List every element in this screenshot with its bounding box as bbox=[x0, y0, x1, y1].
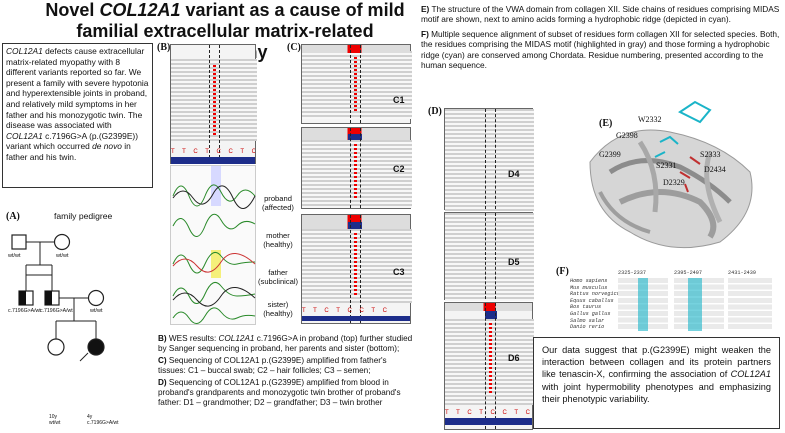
species-7: Danio rerio bbox=[570, 324, 605, 331]
sanger-label-proband: proband (affected) bbox=[262, 194, 294, 212]
c1-label: C1 bbox=[393, 95, 405, 105]
pedigree-mother-genotype: wt/wt bbox=[90, 308, 103, 314]
intro-text-2: c.7196G>A (p.(G2399E)) variant which occ… bbox=[6, 130, 138, 152]
twin-half-fill bbox=[19, 291, 26, 305]
label-s2331: S2331 bbox=[656, 161, 677, 170]
alignment-block-1 bbox=[618, 278, 668, 331]
captions-ef: E) The structure of the VWA domain from … bbox=[421, 4, 781, 70]
caption-c: C) Sequencing of COL12A1 p.(G2399E) ampl… bbox=[158, 355, 387, 376]
title-prefix: Novel bbox=[45, 0, 100, 20]
panel-label-d: (D) bbox=[428, 106, 442, 117]
mother-symbol bbox=[87, 289, 105, 307]
label-w2332: W2332 bbox=[638, 115, 662, 124]
species-4: Bos taurus bbox=[570, 304, 602, 311]
conclusion-gene: COL12A1 bbox=[730, 369, 771, 380]
sister-symbol bbox=[47, 338, 65, 356]
label-g2398: G2398 bbox=[616, 131, 638, 140]
d5-panel: D5 bbox=[444, 212, 534, 301]
pedigree-father-genotype: c.7196G>A/wt bbox=[40, 308, 73, 314]
species-3: Equus caballus bbox=[570, 297, 614, 304]
grandfather-symbol bbox=[11, 234, 27, 250]
d-gene-strip bbox=[445, 418, 532, 425]
intro-text-3: in father and his twin. bbox=[6, 141, 131, 162]
species-0: Homo sapiens bbox=[570, 278, 608, 284]
c-base-strip: T T C T C C T C bbox=[302, 308, 390, 314]
wes-base-strip: T T C T C C T C bbox=[171, 149, 255, 155]
pedigree-diagram bbox=[11, 233, 105, 362]
c2-label: C2 bbox=[393, 164, 405, 174]
sanger-label-mother: mother (healthy) bbox=[263, 231, 293, 249]
panel-label-c: (C) bbox=[287, 42, 301, 53]
intro-denovo: de novo bbox=[92, 141, 122, 152]
d-base-strip: T T C T C C T C bbox=[445, 410, 532, 416]
c3-panel: C3 T T C T C C T C bbox=[301, 214, 412, 324]
caption-d: D) Sequencing of COL12A1 p.(G2399E) ampl… bbox=[158, 377, 401, 408]
species-5: Gallus gallus bbox=[570, 310, 611, 317]
species-1: Mus musculus bbox=[570, 284, 608, 291]
intro-box: COL12A1 defects cause extracellular matr… bbox=[2, 43, 153, 188]
captions-bcd: B) WES results: COL12A1 c.7196G>A in pro… bbox=[158, 334, 415, 409]
alignment-species-list: Homo sapiens Mus musculus Rattus norvegi… bbox=[570, 278, 623, 331]
d6-panel: D6 T T C T C C T C bbox=[444, 302, 534, 430]
caption-b: B) WES results: COL12A1 c.7196G>A in pro… bbox=[158, 334, 413, 354]
title-suffix: variant as a cause of mild bbox=[180, 0, 405, 20]
sanger-label-sister: sister) (healthy) bbox=[263, 300, 293, 318]
pedigree-gp2-genotype: wt/wt bbox=[56, 253, 69, 259]
species-2: Rattus norvegicus bbox=[570, 291, 623, 298]
label-g2399: G2399 bbox=[599, 150, 621, 159]
sanger-label-father: father (subclinical) bbox=[258, 268, 299, 286]
pedigree-heading: family pedigree bbox=[54, 211, 113, 221]
alignment-header-2: 2395-2407 bbox=[674, 270, 703, 276]
vwa-structure-image bbox=[589, 100, 753, 249]
wes-gene-strip bbox=[171, 157, 255, 164]
sanger-traces bbox=[172, 166, 256, 324]
label-d2434: D2434 bbox=[704, 165, 726, 174]
sanger-chromatograms bbox=[170, 165, 256, 325]
proband-arrow bbox=[79, 352, 89, 362]
alignment-block-3 bbox=[728, 278, 772, 331]
pedigree-sister-genotype: 10y wt/wt bbox=[49, 414, 61, 426]
c3-label: C3 bbox=[393, 267, 405, 277]
pedigree-gp1-genotype: wt/wt bbox=[8, 253, 21, 259]
d6-label: D6 bbox=[508, 353, 520, 363]
father-half-fill bbox=[45, 291, 52, 305]
d4-label: D4 bbox=[508, 169, 520, 179]
species-6: Salmo salar bbox=[570, 317, 605, 324]
label-d2329: D2329 bbox=[663, 178, 685, 187]
d5-label: D5 bbox=[508, 257, 520, 267]
intro-gene-1: COL12A1 bbox=[6, 46, 43, 56]
pedigree-proband-genotype: 4y c.7196G>A/wt bbox=[87, 414, 119, 426]
label-s2333: S2333 bbox=[700, 150, 721, 159]
conclusion-text-2: with joint hypermobility phenotypes and … bbox=[542, 381, 771, 404]
caption-e: E) The structure of the VWA domain from … bbox=[421, 4, 780, 25]
grandmother-symbol bbox=[53, 233, 71, 251]
alignment-block-2 bbox=[674, 278, 724, 331]
pedigree-panel: (A) family pedigree wt/wt wt/wt c.7196G>… bbox=[4, 207, 154, 362]
alignment-header-1: 2325-2337 bbox=[618, 270, 647, 276]
conclusion-text-1: Our data suggest that p.(G2399E) might w… bbox=[542, 345, 771, 380]
d4-panel: D4 bbox=[444, 108, 534, 211]
c2-panel: C2 bbox=[301, 127, 412, 209]
poster-title: Novel COL12A1 variant as a cause of mild… bbox=[40, 0, 410, 63]
panel-label-b: (B) bbox=[157, 42, 171, 53]
title-gene: COL12A1 bbox=[99, 0, 181, 20]
pedigree-twin-genotype: c.7196G>A/wt bbox=[8, 308, 41, 314]
alignment-header-3: 2431-2439 bbox=[728, 270, 757, 276]
panel-label-a: (A) bbox=[6, 211, 20, 222]
c1-panel: C1 bbox=[301, 44, 412, 124]
alignment-panel: 2325-2337 2395-2407 2431-2439 Homo sapie… bbox=[570, 270, 780, 334]
panel-label-e: (E) bbox=[599, 118, 613, 129]
panel-label-f: (F) bbox=[556, 266, 569, 277]
intro-gene-2: COL12A1 bbox=[6, 130, 43, 141]
intro-text-1: defects cause extracellular matrix-relat… bbox=[6, 46, 149, 131]
proband-symbol bbox=[87, 338, 105, 356]
conclusion-box: Our data suggest that p.(G2399E) might w… bbox=[533, 337, 780, 429]
c-gene-strip bbox=[302, 316, 410, 321]
wes-igv-panel: T T C T C C T C bbox=[170, 44, 257, 164]
caption-f: F) Multiple sequence alignment of subset… bbox=[421, 28, 780, 71]
